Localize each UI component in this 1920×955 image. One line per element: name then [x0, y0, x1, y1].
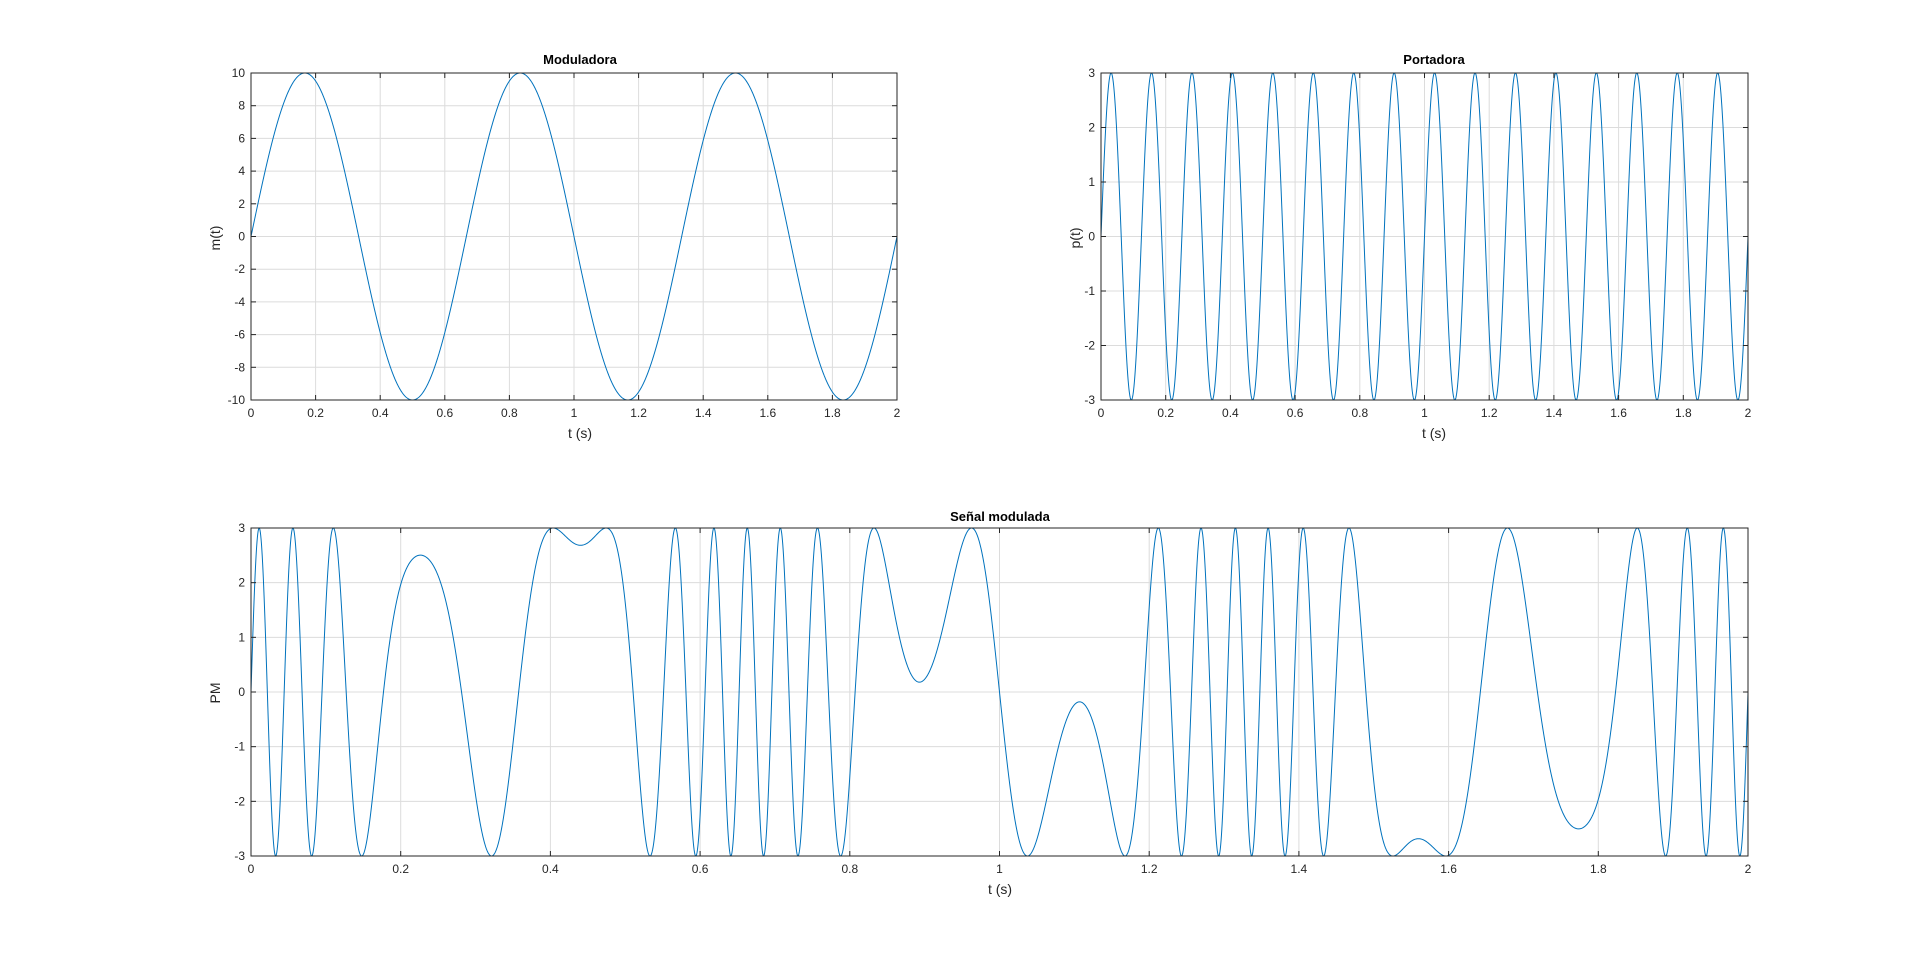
subplot-title-senal-modulada: Señal modulada — [950, 509, 1050, 524]
series-line-senal-modulada-0 — [250, 527, 1749, 857]
subplot-portadora: 0 0.2 0.4 0.6 0.8 1 1.2 1.4 1.6 1.8 2 -3 -2 -1 0 1 2 3 Po… — [1067, 52, 1752, 441]
y-tick-label: -4 — [234, 295, 245, 309]
x-tick-label: 2 — [1745, 862, 1752, 876]
x-tick-label: 0 — [1098, 406, 1105, 420]
y-tick-label: -10 — [228, 393, 246, 407]
x-tick-label: 0.4 — [372, 406, 389, 420]
subplot-moduladora: 0 0.2 0.4 0.6 0.8 1 1.2 1.4 1.6 1.8 2 -10 -8 -6 -4 -2 0 2… — [207, 52, 901, 441]
x-tick-label: 0.6 — [1287, 406, 1304, 420]
y-tick-label: 2 — [238, 197, 245, 211]
x-tick-label: 0.4 — [542, 862, 559, 876]
y-tick-label: -6 — [234, 328, 245, 342]
x-tick-label: 1.2 — [1141, 862, 1158, 876]
y-tick-label: 2 — [1088, 121, 1095, 135]
subplot-title-moduladora: Moduladora — [543, 52, 617, 67]
x-tick-label: 0.6 — [692, 862, 709, 876]
x-axis-label-senal-modulada: t (s) — [988, 881, 1012, 897]
x-tick-label: 1 — [571, 406, 578, 420]
x-tick-label: 1.8 — [1675, 406, 1692, 420]
x-tick-label: 1.8 — [1590, 862, 1607, 876]
x-tick-label: 1.4 — [1291, 862, 1308, 876]
x-tick-label: 0.2 — [1157, 406, 1174, 420]
subplot-senal-modulada: 0 0.2 0.4 0.6 0.8 1 1.2 1.4 1.6 1.8 2 -3 -2 -1 0 1 2 3 Se… — [207, 509, 1752, 897]
y-tick-label: 3 — [238, 521, 245, 535]
x-tick-label: 1 — [996, 862, 1003, 876]
y-tick-label: 1 — [1088, 175, 1095, 189]
x-tick-label: 1 — [1421, 406, 1428, 420]
x-tick-label: 1.4 — [695, 406, 712, 420]
y-tick-label: 0 — [238, 685, 245, 699]
y-tick-label: -3 — [1084, 393, 1095, 407]
x-tick-label: 2 — [894, 406, 901, 420]
y-tick-label: -3 — [234, 849, 245, 863]
y-tick-label: 0 — [238, 230, 245, 244]
y-tick-label: -2 — [234, 262, 245, 276]
x-tick-label: 0 — [248, 406, 255, 420]
series-line-moduladora-0 — [250, 72, 898, 401]
y-tick-label: 4 — [238, 164, 245, 178]
y-tick-label: -8 — [234, 360, 245, 374]
plot-area-senal-modulada: 0 0.2 0.4 0.6 0.8 1 1.2 1.4 1.6 1.8 2 -3 -2 -1 0 1 2 3 — [234, 521, 1751, 876]
x-tick-label: 0 — [248, 862, 255, 876]
x-tick-label: 0.6 — [436, 406, 453, 420]
x-tick-label: 0.4 — [1222, 406, 1239, 420]
y-tick-label: 6 — [238, 131, 245, 145]
x-tick-label: 0.8 — [501, 406, 518, 420]
y-tick-label: 0 — [1088, 230, 1095, 244]
series-line-portadora-0 — [1100, 72, 1749, 401]
x-tick-label: 1.6 — [1440, 862, 1457, 876]
x-tick-label: 1.6 — [759, 406, 776, 420]
subplot-title-portadora: Portadora — [1403, 52, 1465, 67]
x-tick-label: 1.8 — [824, 406, 841, 420]
x-tick-label: 1.6 — [1610, 406, 1627, 420]
y-tick-label: -2 — [234, 794, 245, 808]
y-tick-label: -1 — [234, 740, 245, 754]
x-axis-label-moduladora: t (s) — [568, 425, 592, 441]
y-tick-label: -2 — [1084, 339, 1095, 353]
x-tick-label: 0.2 — [392, 862, 409, 876]
x-tick-label: 0.2 — [307, 406, 324, 420]
plot-area-moduladora: 0 0.2 0.4 0.6 0.8 1 1.2 1.4 1.6 1.8 2 -10 -8 -6 -4 -2 0 2… — [228, 66, 901, 420]
x-tick-label: 0.8 — [1351, 406, 1368, 420]
y-axis-label-portadora: p(t) — [1067, 228, 1083, 249]
y-tick-label: 1 — [238, 630, 245, 644]
y-tick-label: 2 — [238, 576, 245, 590]
x-tick-label: 2 — [1745, 406, 1752, 420]
x-tick-label: 1.4 — [1546, 406, 1563, 420]
y-tick-label: -1 — [1084, 284, 1095, 298]
x-axis-label-portadora: t (s) — [1422, 425, 1446, 441]
x-tick-label: 1.2 — [1481, 406, 1498, 420]
y-tick-label: 3 — [1088, 66, 1095, 80]
y-axis-label-moduladora: m(t) — [207, 226, 223, 251]
y-axis-label-senal-modulada: PM — [207, 683, 223, 704]
y-tick-label: 8 — [238, 99, 245, 113]
plot-area-portadora: 0 0.2 0.4 0.6 0.8 1 1.2 1.4 1.6 1.8 2 -3 -2 -1 0 1 2 3 — [1084, 66, 1751, 420]
x-tick-label: 1.2 — [630, 406, 647, 420]
x-tick-label: 0.8 — [841, 862, 858, 876]
y-tick-label: 10 — [232, 66, 246, 80]
